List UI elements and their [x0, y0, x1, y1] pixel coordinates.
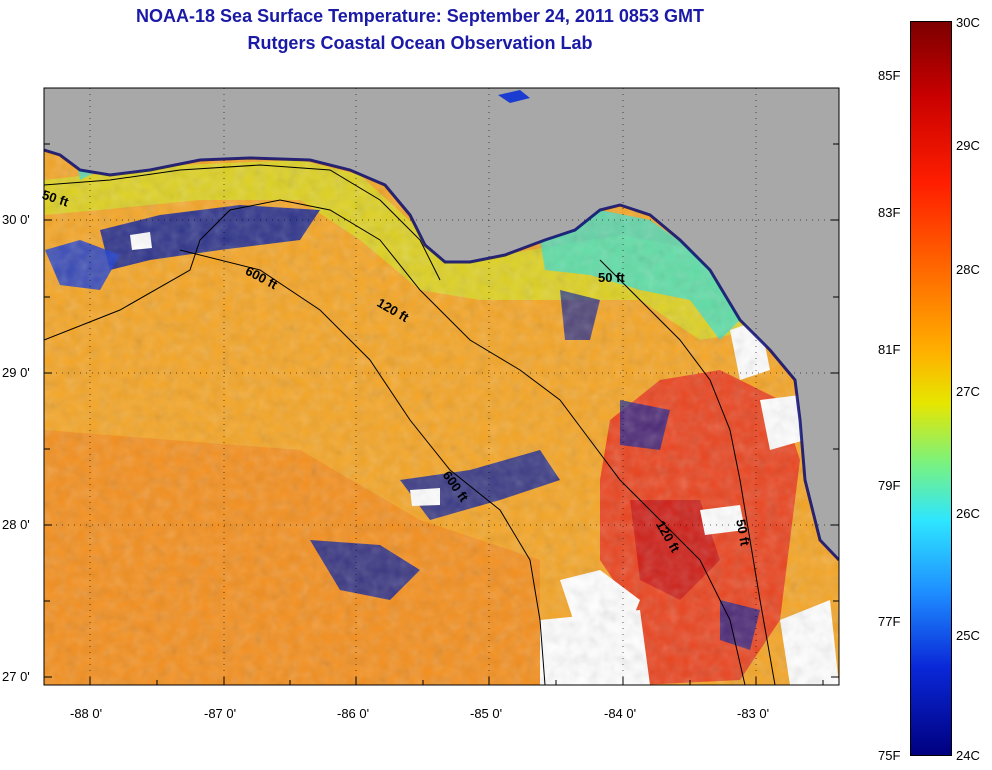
- colorbar-label-26c: 26C: [956, 506, 980, 521]
- colorbar-label-25c: 25C: [956, 628, 980, 643]
- colorbar-label-75f: 75F: [878, 748, 901, 763]
- lon-label-86: -86 0': [337, 706, 370, 721]
- map-title: NOAA-18 Sea Surface Temperature: Septemb…: [136, 6, 704, 26]
- colorbar-label-85f: 85F: [878, 68, 901, 83]
- depth-label-50ft-central: 50 ft: [598, 270, 625, 285]
- map-subtitle: Rutgers Coastal Ocean Observation Lab: [247, 33, 593, 53]
- lat-label-29: 29 0': [2, 365, 30, 380]
- colorbar-label-30c: 30C: [956, 15, 980, 30]
- colorbar-label-27c: 27C: [956, 384, 980, 399]
- lon-label-88: -88 0': [70, 706, 103, 721]
- colorbar-label-79f: 79F: [878, 478, 901, 493]
- land-area: [44, 88, 839, 560]
- colorbar-label-24c: 24C: [956, 748, 980, 763]
- lon-label-83: -83 0': [737, 706, 770, 721]
- lat-label-28: 28 0': [2, 517, 30, 532]
- colorbar-label-28c: 28C: [956, 262, 980, 277]
- colorbar-label-77f: 77F: [878, 614, 901, 629]
- lon-label-87: -87 0': [204, 706, 237, 721]
- lat-label-27: 27 0': [2, 669, 30, 684]
- lon-label-85: -85 0': [470, 706, 503, 721]
- colorbar-label-29c: 29C: [956, 138, 980, 153]
- lat-label-30: 30 0': [2, 212, 30, 227]
- colorbar-label-83f: 83F: [878, 205, 901, 220]
- lon-label-84: -84 0': [604, 706, 637, 721]
- map-frame: [43, 87, 840, 686]
- temperature-colorbar: [910, 21, 952, 756]
- colorbar-label-81f: 81F: [878, 342, 901, 357]
